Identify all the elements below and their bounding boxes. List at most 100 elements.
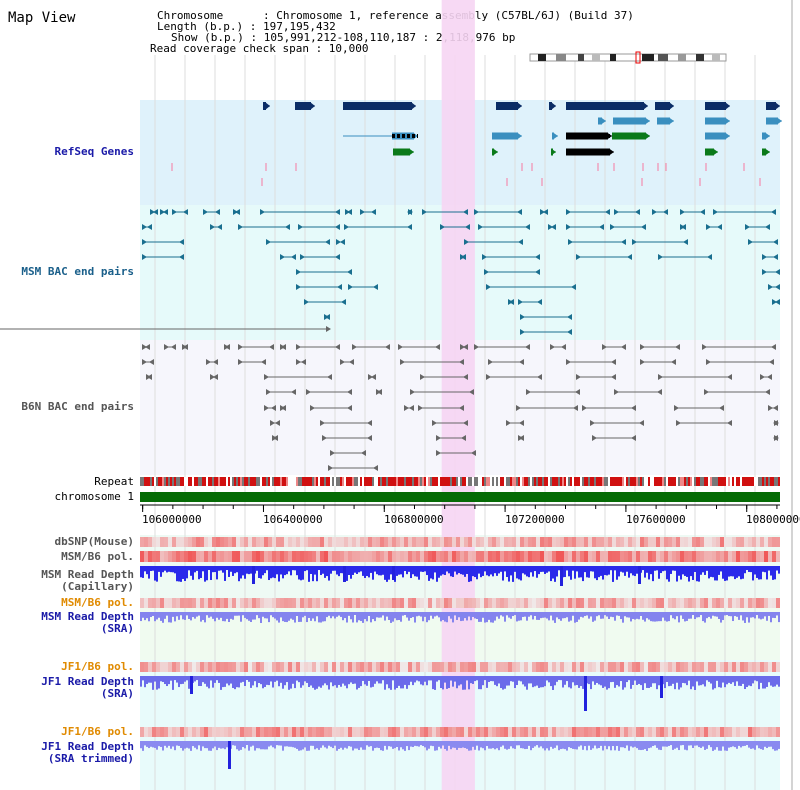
read-depth-bar	[424, 676, 426, 682]
repeat-mark	[744, 477, 746, 486]
read-depth-bar	[648, 566, 650, 580]
polymorphism-heat-cell	[196, 662, 200, 672]
read-depth-bar	[658, 741, 660, 750]
msm-bac-pair	[775, 284, 780, 290]
read-depth-bar	[774, 566, 776, 580]
msm-bac-pair	[707, 254, 712, 260]
repeat-mark	[166, 477, 168, 486]
polymorphism-heat-cell	[172, 537, 176, 547]
read-depth-bar	[298, 741, 300, 751]
polymorphism-heat-cell	[204, 662, 208, 672]
polymorphism-heat-cell	[712, 598, 716, 608]
read-depth-bar	[742, 741, 744, 747]
read-depth-bar	[180, 566, 182, 582]
track-label-b6n-bac[interactable]: B6N BAC end pairs	[21, 400, 134, 413]
repeat-mark	[740, 477, 742, 486]
polymorphism-heat-cell	[572, 727, 576, 737]
polymorphism-heat-cell	[236, 598, 240, 608]
read-depth-bar	[574, 676, 576, 686]
polymorphism-heat-cell	[600, 598, 604, 608]
msm-bac-pair	[567, 329, 572, 335]
polymorphism-heat-cell	[432, 537, 436, 547]
read-depth-bar	[676, 676, 678, 683]
polymorphism-heat-cell	[608, 537, 612, 547]
read-depth-bar	[590, 612, 592, 617]
read-depth-bar	[672, 612, 674, 619]
read-depth-bar	[254, 612, 256, 620]
polymorphism-heat-cell	[708, 727, 712, 737]
msm-bac-pair	[325, 239, 330, 245]
repeat-mark	[346, 477, 348, 486]
read-depth-bar	[542, 612, 544, 618]
repeat-mark	[726, 477, 728, 486]
repeat-mark	[204, 477, 206, 486]
polymorphism-heat-cell	[768, 598, 772, 608]
read-depth-bar	[756, 566, 758, 578]
read-depth-bar	[370, 741, 372, 747]
read-depth-bar	[512, 612, 514, 617]
read-depth-bar	[750, 676, 752, 687]
read-depth-bar	[186, 612, 188, 616]
track-label-msm-bac[interactable]: MSM BAC end pairs	[21, 265, 134, 278]
polymorphism-heat-cell	[340, 727, 344, 737]
read-depth-bar	[358, 612, 360, 621]
polymorphism-heat-cell	[440, 727, 444, 737]
polymorphism-heat-cell	[192, 598, 196, 608]
repeat-mark	[390, 477, 392, 486]
repeat-mark	[484, 477, 486, 486]
b6n-bac-pair	[765, 389, 770, 395]
polymorphism-heat-cell	[640, 727, 644, 737]
read-depth-bar	[338, 566, 340, 577]
gene-exon	[655, 102, 670, 110]
read-depth-bar	[702, 741, 704, 747]
read-depth-bar	[384, 566, 386, 580]
read-depth-bar	[754, 676, 756, 681]
read-depth-bar	[262, 676, 264, 689]
repeat-mark	[704, 477, 706, 486]
read-depth-bar	[268, 676, 270, 686]
polymorphism-heat-cell	[396, 537, 400, 547]
polymorphism-heat-cell	[628, 537, 632, 547]
read-depth-bar	[266, 741, 268, 750]
repeat-mark	[184, 477, 186, 486]
polymorphism-heat-cell	[660, 727, 664, 737]
read-depth-bar	[544, 566, 546, 574]
read-depth-bar	[554, 612, 556, 623]
polymorphism-heat-cell	[544, 662, 548, 672]
read-depth-bar	[250, 741, 252, 747]
right-margin	[780, 0, 800, 790]
track-label-refseq[interactable]: RefSeq Genes	[54, 145, 134, 158]
repeat-mark	[694, 477, 696, 486]
read-depth-bar	[352, 612, 354, 623]
polymorphism-heat-cell	[356, 598, 360, 608]
polymorphism-heat-cell	[280, 551, 284, 562]
read-depth-bar	[176, 612, 178, 617]
read-depth-bar	[454, 612, 456, 616]
gene-arrow	[645, 132, 650, 140]
read-depth-bar	[188, 612, 190, 619]
polymorphism-heat-cell	[332, 551, 336, 562]
polymorphism-heat-cell	[692, 727, 696, 737]
polymorphism-heat-cell	[200, 727, 204, 737]
read-depth-bar	[302, 741, 304, 750]
read-depth-bar	[466, 566, 468, 574]
polymorphism-heat-cell	[724, 662, 728, 672]
polymorphism-heat-cell	[696, 598, 700, 608]
polymorphism-heat-cell	[516, 537, 520, 547]
read-depth-bar	[166, 741, 168, 748]
read-depth-bar	[666, 741, 668, 747]
repeat-mark	[386, 477, 388, 486]
polymorphism-heat-cell	[684, 662, 688, 672]
polymorphism-heat-cell	[620, 551, 624, 562]
read-depth-bar	[316, 676, 318, 689]
b6n-bac-pair	[271, 405, 276, 411]
read-depth-bar	[306, 676, 308, 683]
track-label-jf1-b6-pol-1: JF1/B6 pol.	[61, 660, 134, 673]
read-depth-bar	[586, 566, 588, 578]
gene-exon	[295, 102, 311, 110]
repeat-mark	[392, 477, 394, 486]
read-depth-bar	[294, 566, 296, 571]
repeat-mark	[614, 477, 616, 486]
read-depth-bar	[730, 566, 732, 577]
